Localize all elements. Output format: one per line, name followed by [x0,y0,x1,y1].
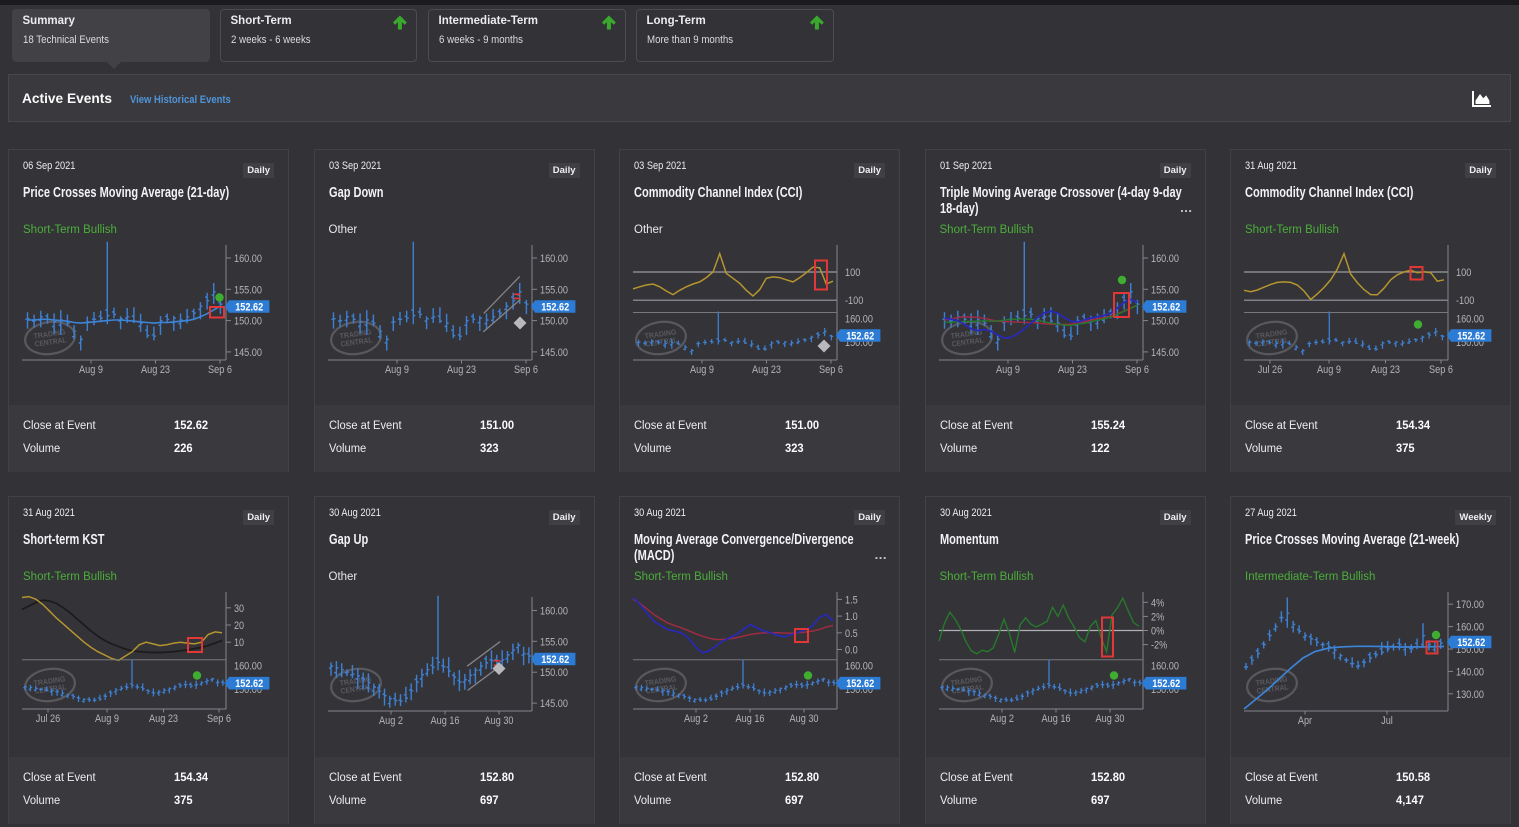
svg-text:Aug 23: Aug 23 [141,364,170,376]
svg-text:160.00: 160.00 [540,253,568,265]
svg-text:TRADING: TRADING [1255,327,1288,340]
svg-text:CENTRAL: CENTRAL [951,682,984,695]
svg-text:Jul 26: Jul 26 [36,713,60,725]
svg-text:Aug 9: Aug 9 [690,364,714,376]
svg-text:Aug 23: Aug 23 [447,364,476,376]
svg-text:CENTRAL: CENTRAL [645,682,678,695]
svg-text:Aug 16: Aug 16 [736,713,765,725]
svg-text:170.00: 170.00 [1456,599,1484,611]
svg-text:TRADING: TRADING [338,327,371,340]
svg-text:Jul 26: Jul 26 [1258,364,1282,376]
svg-text:Aug 23: Aug 23 [1371,364,1400,376]
svg-text:160.00: 160.00 [845,313,873,325]
svg-text:-100: -100 [1456,295,1474,307]
svg-text:145.00: 145.00 [1151,347,1179,359]
svg-text:155.00: 155.00 [540,636,568,648]
svg-text:160.00: 160.00 [234,661,262,673]
svg-text:Aug 9: Aug 9 [996,364,1020,376]
svg-text:145.00: 145.00 [540,698,568,710]
svg-text:155.00: 155.00 [234,284,262,296]
svg-text:160.00: 160.00 [234,253,262,265]
svg-text:160.00: 160.00 [1151,253,1179,265]
svg-text:Aug 23: Aug 23 [149,713,178,725]
svg-text:100: 100 [1456,267,1471,279]
svg-text:Sep 6: Sep 6 [1429,364,1453,376]
svg-text:145.00: 145.00 [234,347,262,359]
svg-text:150.00: 150.00 [234,316,262,328]
svg-text:140.00: 140.00 [1456,666,1484,678]
svg-text:TRADING: TRADING [949,327,982,340]
svg-text:152.62: 152.62 [846,678,874,690]
svg-text:TRADING: TRADING [33,674,66,687]
svg-text:Aug 23: Aug 23 [752,364,781,376]
svg-text:CENTRAL: CENTRAL [340,682,373,695]
svg-text:20: 20 [234,620,244,632]
svg-text:-2%: -2% [1151,640,1167,652]
svg-text:Aug 2: Aug 2 [684,713,708,725]
svg-text:152.62: 152.62 [235,302,263,314]
svg-text:Sep 6: Sep 6 [208,364,232,376]
svg-text:0.5: 0.5 [845,628,858,640]
svg-text:Aug 9: Aug 9 [385,364,409,376]
svg-text:TRADING: TRADING [949,674,982,687]
svg-text:Aug 30: Aug 30 [790,713,819,725]
svg-text:1.5: 1.5 [845,594,858,606]
svg-text:CENTRAL: CENTRAL [340,335,373,348]
svg-text:Aug 23: Aug 23 [1058,364,1087,376]
svg-text:160.00: 160.00 [845,661,873,673]
svg-text:1.0: 1.0 [845,611,858,623]
svg-text:2%: 2% [1151,611,1164,623]
svg-text:Aug 16: Aug 16 [1041,713,1070,725]
svg-text:TRADING: TRADING [33,327,66,340]
svg-text:155.00: 155.00 [1151,284,1179,296]
svg-text:152.62: 152.62 [1457,637,1485,649]
svg-text:Aug 30: Aug 30 [1095,713,1124,725]
svg-text:-100: -100 [845,295,863,307]
svg-text:152.62: 152.62 [1152,678,1180,690]
svg-text:TRADING: TRADING [644,327,677,340]
svg-text:Aug 2: Aug 2 [379,715,403,727]
svg-text:160.00: 160.00 [1151,661,1179,673]
svg-text:Sep 6: Sep 6 [514,364,538,376]
svg-text:130.00: 130.00 [1456,689,1484,701]
svg-text:Aug 9: Aug 9 [79,364,103,376]
svg-text:CENTRAL: CENTRAL [951,335,984,348]
svg-text:160.00: 160.00 [1456,313,1484,325]
svg-text:30: 30 [234,603,244,615]
svg-text:CENTRAL: CENTRAL [34,335,67,348]
svg-text:152.62: 152.62 [541,302,569,314]
svg-text:Aug 30: Aug 30 [484,715,513,727]
svg-text:0.0: 0.0 [845,645,858,657]
svg-text:Apr: Apr [1298,715,1312,727]
svg-text:Aug 2: Aug 2 [990,713,1014,725]
svg-text:0%: 0% [1151,626,1164,638]
svg-text:100: 100 [845,267,860,279]
svg-text:CENTRAL: CENTRAL [34,682,67,695]
svg-text:152.62: 152.62 [235,678,263,690]
svg-text:Sep 6: Sep 6 [819,364,843,376]
svg-text:160.00: 160.00 [1456,622,1484,634]
svg-text:152.62: 152.62 [1457,331,1485,343]
svg-text:Jul: Jul [1381,715,1393,727]
svg-text:Sep 6: Sep 6 [1125,364,1149,376]
svg-text:10: 10 [234,637,244,649]
svg-text:Aug 9: Aug 9 [95,713,119,725]
svg-text:152.62: 152.62 [541,654,569,666]
svg-text:150.00: 150.00 [540,667,568,679]
svg-text:152.62: 152.62 [846,331,874,343]
svg-text:TRADING: TRADING [644,674,677,687]
svg-text:155.00: 155.00 [540,284,568,296]
svg-text:Sep 6: Sep 6 [207,713,231,725]
svg-text:150.00: 150.00 [540,316,568,328]
svg-text:150.00: 150.00 [1151,316,1179,328]
svg-text:Aug 16: Aug 16 [430,715,459,727]
svg-text:Aug 9: Aug 9 [1317,364,1341,376]
svg-text:160.00: 160.00 [540,606,568,618]
svg-text:152.62: 152.62 [1152,302,1180,314]
svg-text:145.00: 145.00 [540,347,568,359]
svg-text:4%: 4% [1151,597,1164,609]
